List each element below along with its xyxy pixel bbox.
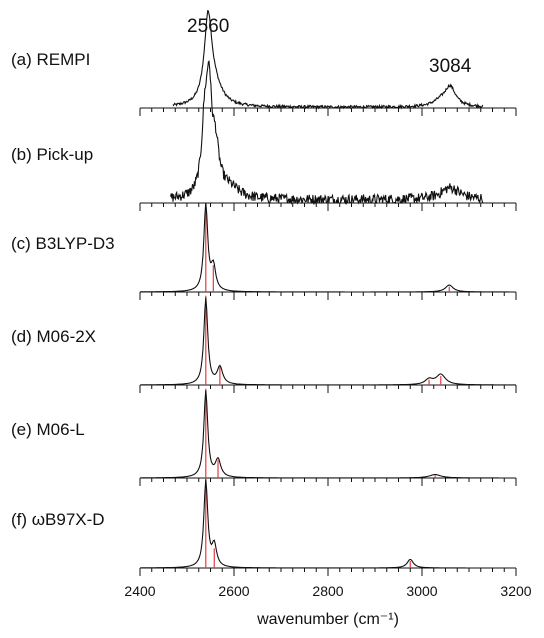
peak-annotation: 3084 [429, 56, 472, 77]
panel-label: (e) M06-L [11, 420, 85, 439]
panel-label: (b) Pick-up [11, 145, 93, 164]
panel-label: (f) ωB97X-D [11, 510, 105, 529]
panel-label: (c) B3LYP-D3 [11, 234, 115, 253]
peak-annotation: 2560 [187, 16, 229, 37]
panel-label: (a) REMPI [11, 50, 90, 69]
spectrum-line [140, 390, 516, 479]
spectrum-line [140, 297, 516, 386]
panel-4: (e) M06-L [11, 388, 517, 486]
spectrum-line [170, 60, 484, 206]
spectrum-line [139, 202, 516, 293]
panel-1: (b) Pick-up [11, 60, 517, 211]
x-tick-label: 2800 [312, 583, 343, 599]
x-tick-label: 2400 [124, 583, 155, 599]
x-axis-label: wavenumber (cm⁻¹) [256, 611, 399, 628]
panel-label: (d) M06-2X [11, 327, 96, 346]
panel-2: (c) B3LYP-D3 [11, 202, 517, 300]
panel-5: (f) ωB97X-D [11, 478, 517, 576]
x-tick-label: 3000 [406, 583, 437, 599]
x-tick-label: 3200 [500, 583, 531, 599]
panel-3: (d) M06-2X [11, 295, 517, 393]
spectrum-line [140, 479, 516, 569]
x-tick-label: 2600 [218, 583, 249, 599]
spectrum-line [172, 9, 484, 110]
panel-0: (a) REMPI [11, 9, 517, 116]
